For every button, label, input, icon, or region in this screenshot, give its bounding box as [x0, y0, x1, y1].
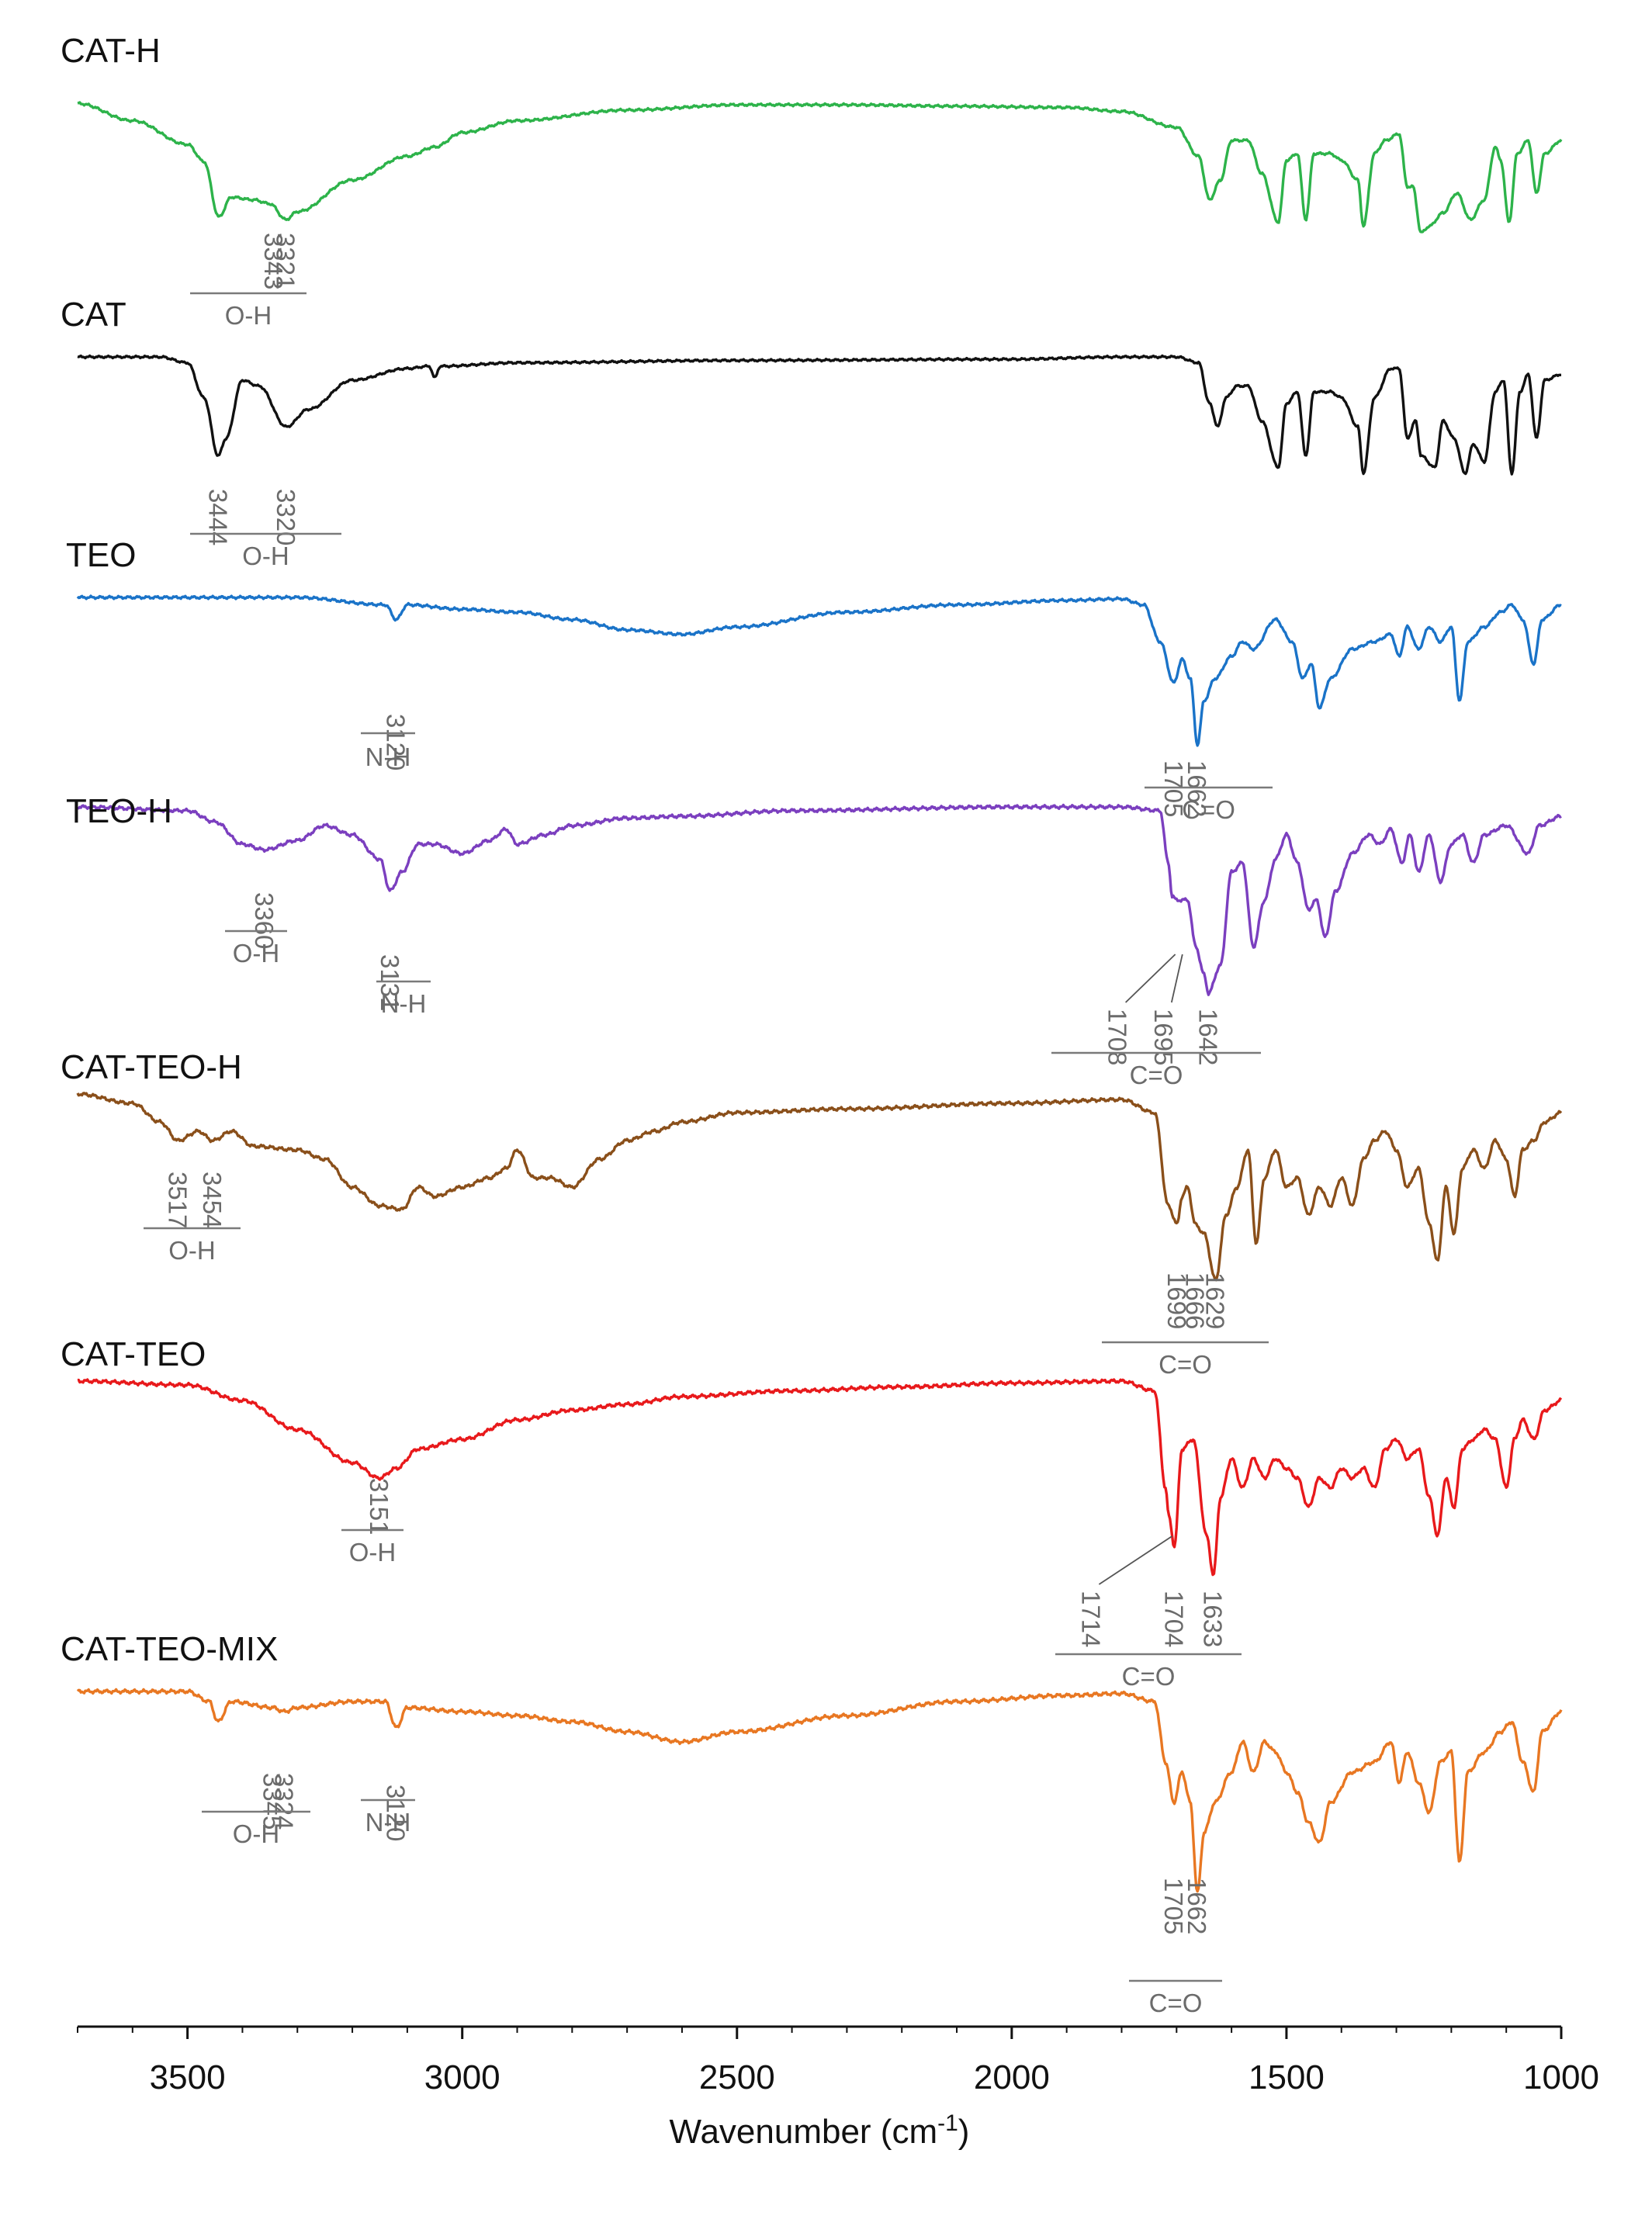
x-tick-label: 2000 — [974, 2058, 1050, 2096]
group-label: C=O — [1122, 1662, 1176, 1691]
peak-label: 3320 — [272, 489, 300, 545]
x-tick-label: 3000 — [424, 2058, 500, 2096]
peak-label: 1662 — [1183, 760, 1211, 817]
annotation-oh: 3151 O-H — [341, 1478, 403, 1567]
peak-label: 1633 — [1199, 1591, 1228, 1647]
peak-label: 1705 — [1159, 760, 1188, 817]
spectrum-teo-h: TEO-H — [66, 792, 1562, 996]
x-axis: 3500 3000 2500 2000 1500 1000 — [77, 2025, 1599, 2096]
spectrum-label: CAT-TEO-H — [61, 1048, 242, 1086]
group-label: O-H — [233, 939, 280, 968]
spectrum-cat-teo-h: CAT-TEO-H — [61, 1048, 1563, 1282]
peak-label: 3360 — [250, 892, 279, 949]
annotation-oh: 3517 3454 O-H — [144, 1172, 241, 1265]
group-label: C=O — [1158, 1350, 1212, 1379]
spectrum-label: CAT-H — [61, 32, 161, 70]
group-label: O-H — [349, 1538, 397, 1567]
peak-label: 3345 — [258, 1773, 286, 1830]
spectra-layer: CAT-H CAT TEO TEO-H CAT-TEO-H CAT-TEO CAT-TEO-… — [61, 32, 1563, 1893]
spectrum-line — [77, 354, 1562, 476]
peak-label: 1642 — [1193, 1009, 1222, 1065]
spectrum-line — [77, 1378, 1563, 1577]
peak-label: 1695 — [1149, 1009, 1178, 1065]
group-label: C=O — [1182, 795, 1235, 824]
group-label: O-H — [233, 1819, 280, 1848]
peak-label: 3324 — [269, 1773, 298, 1830]
x-axis-title: Wavenumber (cm-1) — [670, 2110, 970, 2152]
peak-label: 1666 — [1180, 1272, 1209, 1329]
spectrum-line — [76, 594, 1562, 747]
spectrum-label: CAT — [61, 296, 126, 334]
peak-label: 1662 — [1183, 1878, 1211, 1934]
x-axis-title-close: ) — [958, 2113, 970, 2151]
peak-label: 1699 — [1162, 1272, 1191, 1329]
peak-label: 1705 — [1159, 1878, 1188, 1934]
leader-line — [1125, 954, 1176, 1003]
group-label: O-H — [225, 301, 272, 330]
spectrum-cat-teo-mix: CAT-TEO-MIX — [61, 1630, 1563, 1893]
group-label: C=O — [1149, 1989, 1203, 2017]
x-tick-label: 3500 — [150, 2058, 226, 2096]
peak-label: 3151 — [365, 1478, 393, 1535]
leader-line — [1098, 1535, 1172, 1585]
group-label: O-H — [168, 1236, 216, 1265]
annotation-co: 1714 1704 1633 C=O — [1055, 1535, 1242, 1691]
spectrum-line — [76, 1092, 1563, 1282]
peak-label: 1708 — [1103, 1009, 1132, 1065]
spectrum-line — [76, 1688, 1563, 1893]
spectrum-label: CAT-TEO-MIX — [61, 1630, 278, 1668]
group-label: C=O — [1130, 1061, 1183, 1089]
x-tick-label: 2500 — [699, 2058, 775, 2096]
group-label: N-H — [365, 1808, 411, 1837]
x-tick-label: 1500 — [1249, 2058, 1325, 2096]
x-tick-label: 1000 — [1523, 2058, 1599, 2096]
spectrum-cat: CAT — [61, 296, 1562, 476]
spectrum-line — [77, 803, 1562, 996]
spectrum-cat-teo: CAT-TEO — [61, 1335, 1563, 1577]
peak-label: 3517 — [164, 1172, 192, 1228]
group-label: N-H — [381, 989, 427, 1018]
peak-label: 3454 — [198, 1172, 227, 1228]
spectrum-label: TEO — [66, 536, 136, 574]
x-axis-title-sup: -1 — [937, 2110, 958, 2136]
leader-line — [1170, 954, 1183, 1003]
peak-label: 3120 — [382, 1785, 410, 1841]
peak-label: 3343 — [259, 233, 288, 289]
peak-label: 3131 — [376, 954, 404, 1011]
group-label: N-H — [365, 743, 411, 771]
spectrum-teo: TEO — [66, 536, 1562, 747]
group-label: O-H — [242, 542, 289, 570]
peak-label: 1714 — [1076, 1591, 1105, 1647]
peak-label: 1629 — [1201, 1272, 1230, 1329]
peak-label: 3120 — [382, 714, 410, 770]
spectrum-label: CAT-TEO — [61, 1335, 206, 1373]
peak-label: 1704 — [1160, 1591, 1189, 1647]
annotation-co: 1708 1695 1642 C=O — [1051, 954, 1261, 1089]
spectrum-label: TEO-H — [66, 792, 172, 830]
x-axis-title-main: Wavenumber (cm — [670, 2113, 938, 2151]
spectrum-cat-h: CAT-H — [61, 32, 1563, 234]
spectrum-line — [77, 101, 1563, 234]
peak-label: 3444 — [203, 489, 232, 545]
peak-label: 3321 — [271, 233, 300, 289]
